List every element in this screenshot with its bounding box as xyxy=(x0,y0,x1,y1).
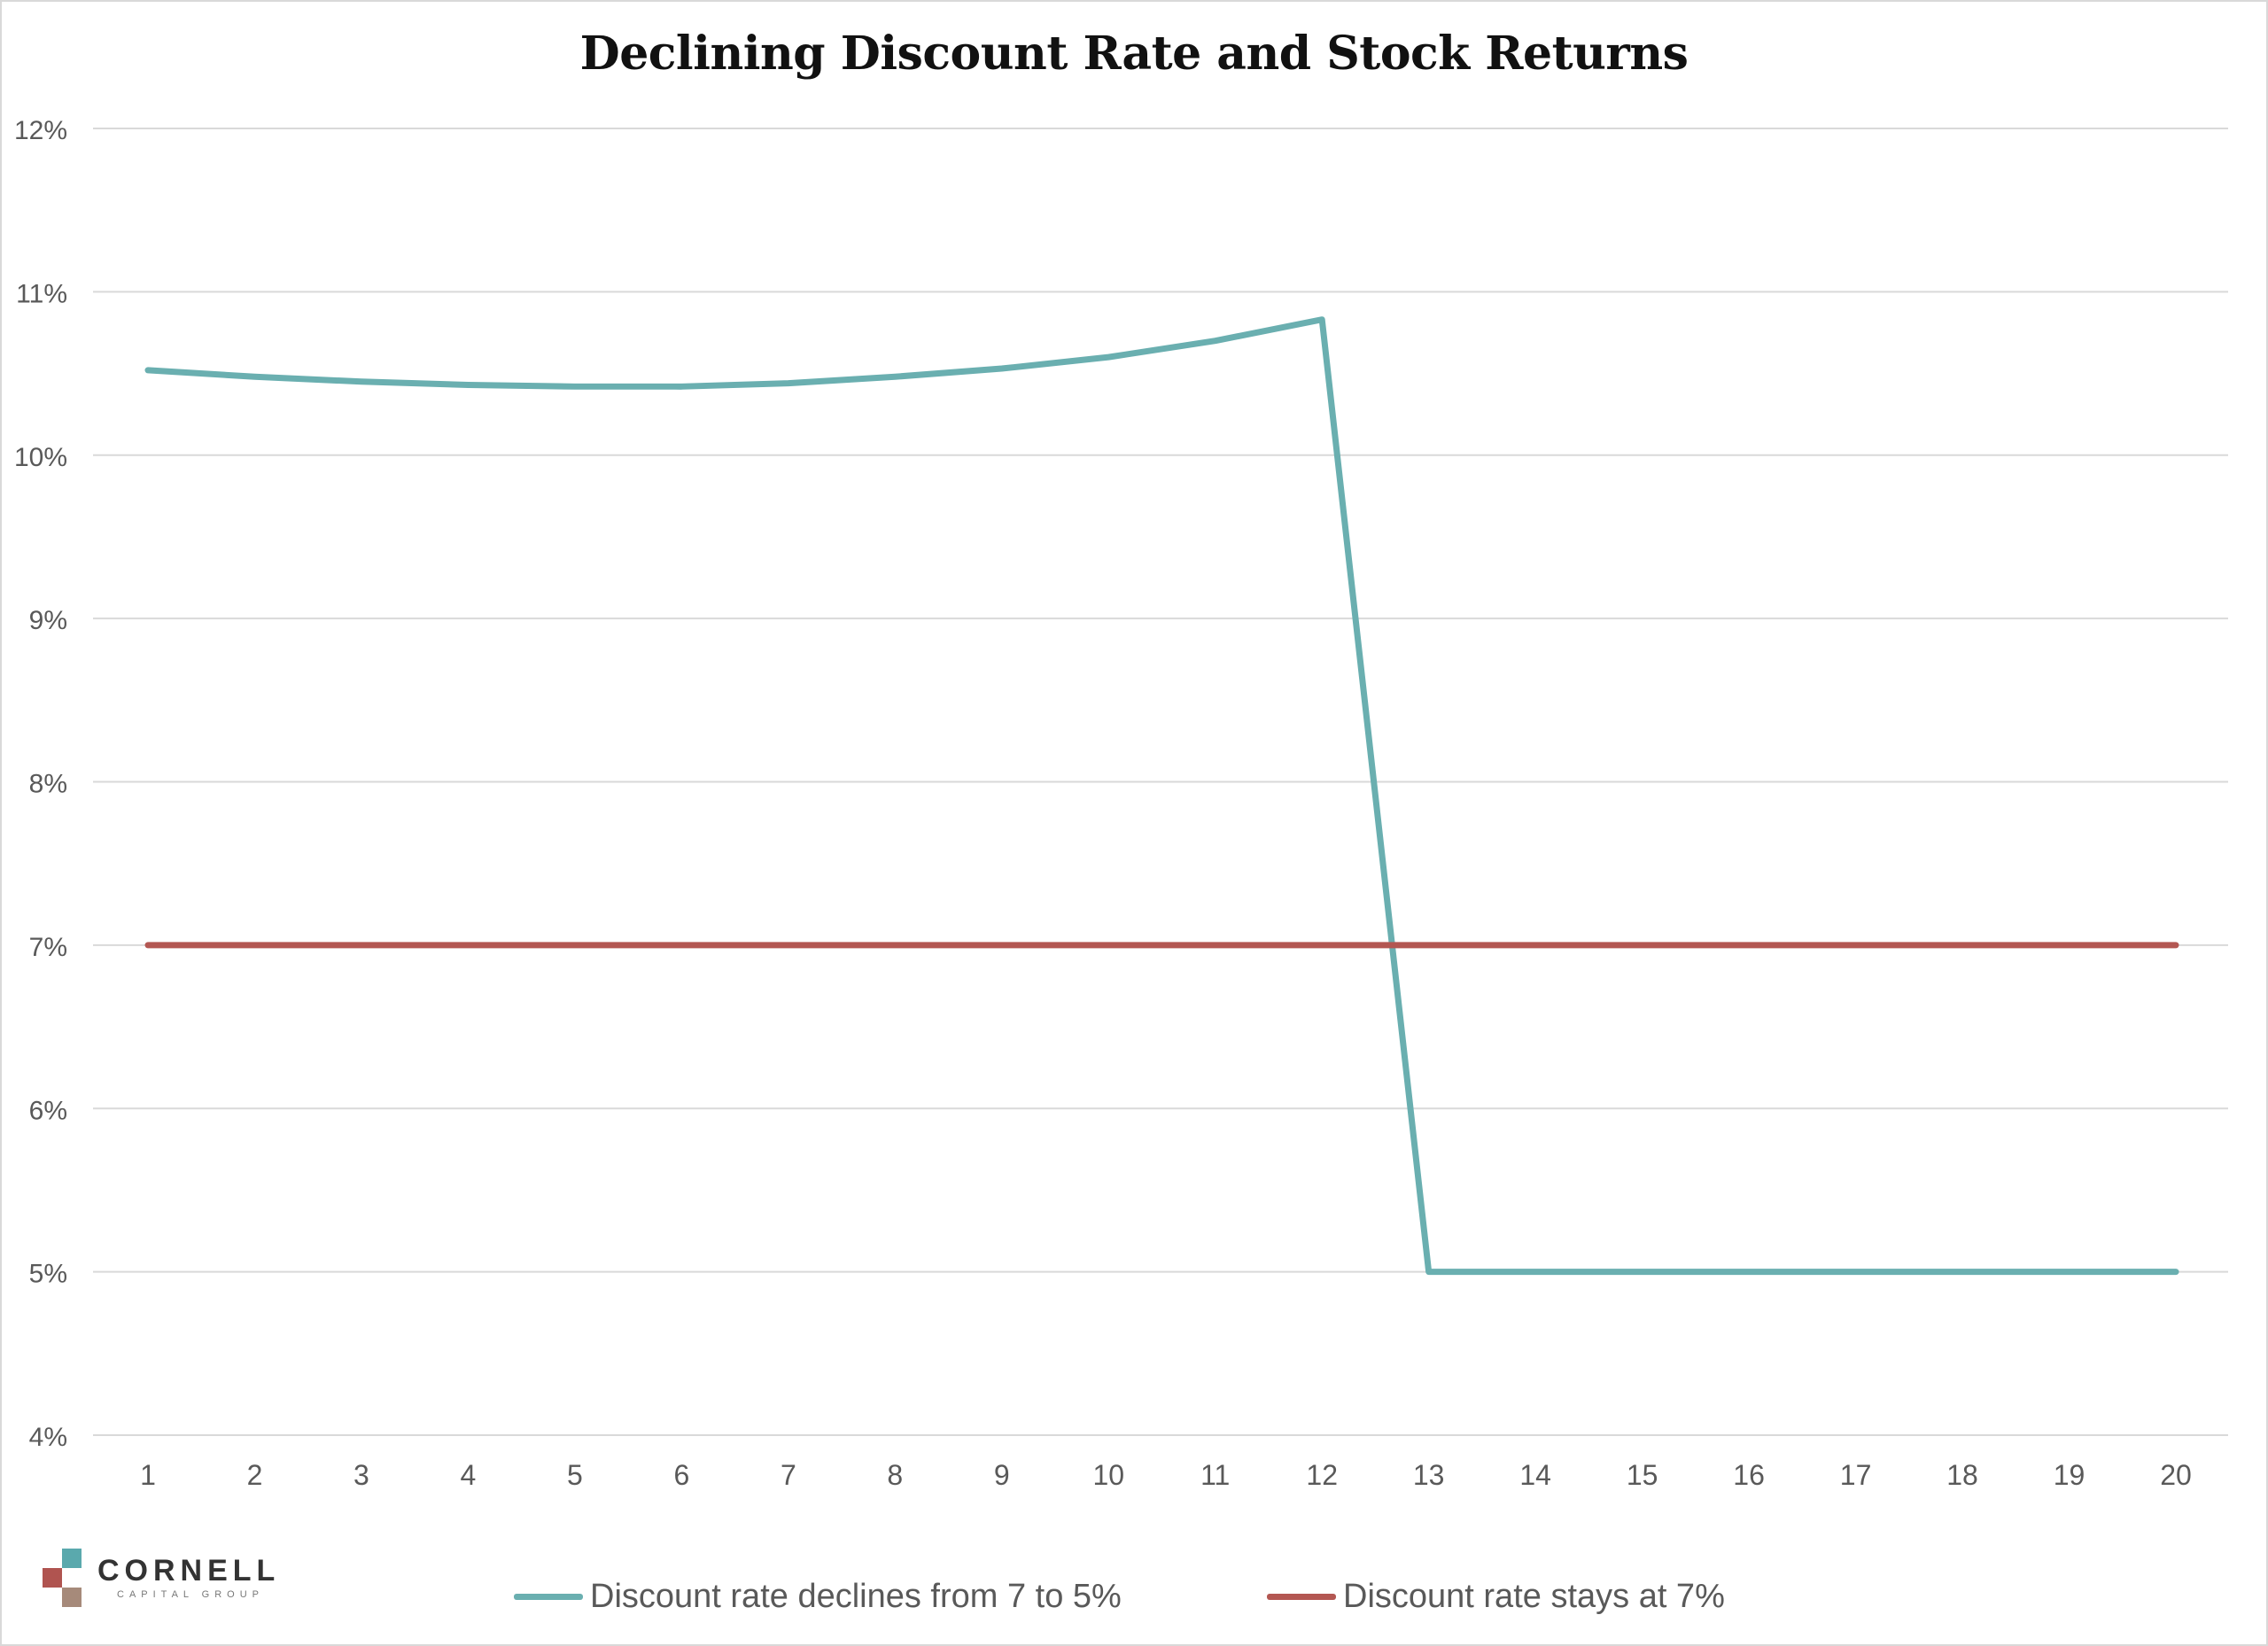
company-logo: CORNELL CAPITAL GROUP xyxy=(43,1549,308,1611)
logo-square-red xyxy=(43,1568,62,1588)
x-tick-label: 8 xyxy=(887,1459,903,1491)
y-tick-label: 6% xyxy=(29,1096,67,1125)
x-tick-label: 11 xyxy=(1200,1459,1230,1491)
x-tick-label: 20 xyxy=(2160,1459,2192,1491)
x-tick-label: 18 xyxy=(1946,1459,1978,1491)
y-tick-label: 9% xyxy=(29,606,67,635)
legend-label-declines: Discount rate declines from 7 to 5% xyxy=(590,1577,1122,1615)
x-tick-label: 5 xyxy=(567,1459,583,1491)
legend-label-stays: Discount rate stays at 7% xyxy=(1343,1577,1725,1615)
x-tick-label: 3 xyxy=(353,1459,369,1491)
x-tick-label: 14 xyxy=(1519,1459,1551,1491)
x-tick-label: 17 xyxy=(1840,1459,1872,1491)
grid-lines xyxy=(93,128,2228,1436)
chart-title: Declining Discount Rate and Stock Return… xyxy=(579,27,1689,81)
legend-item-stays: Discount rate stays at 7% xyxy=(1267,1570,1725,1623)
y-tick-label: 7% xyxy=(29,933,67,962)
y-tick-label: 11% xyxy=(16,279,67,308)
x-tick-label: 19 xyxy=(2054,1459,2085,1491)
x-tick-label: 4 xyxy=(461,1459,477,1491)
logo-square-taupe xyxy=(62,1588,82,1607)
series-line-declines xyxy=(144,316,2179,1276)
x-tick-label: 13 xyxy=(1413,1459,1445,1491)
x-tick-label: 7 xyxy=(781,1459,796,1491)
y-axis-ticks: 4% 5% 6% 7% 8% 9% 10% 11% 12% xyxy=(14,116,67,1452)
legend-swatch-stays xyxy=(1267,1593,1336,1600)
y-tick-label: 8% xyxy=(29,770,67,799)
x-tick-label: 6 xyxy=(673,1459,689,1491)
y-tick-label: 10% xyxy=(14,443,67,472)
logo-subtitle: CAPITAL GROUP xyxy=(117,1589,265,1600)
logo-wordmark: CORNELL xyxy=(97,1554,281,1588)
y-tick-label: 4% xyxy=(29,1423,67,1452)
x-tick-label: 9 xyxy=(994,1459,1010,1491)
x-tick-label: 12 xyxy=(1306,1459,1338,1491)
series-lines xyxy=(144,316,2179,1276)
legend-swatch-declines xyxy=(514,1593,583,1600)
legend-item-declines: Discount rate declines from 7 to 5% xyxy=(514,1570,1122,1623)
logo-square-teal xyxy=(62,1549,82,1568)
y-tick-label: 12% xyxy=(14,116,67,145)
x-tick-label: 10 xyxy=(1092,1459,1124,1491)
legend: Discount rate declines from 7 to 5% Disc… xyxy=(514,1570,1843,1623)
x-tick-label: 16 xyxy=(1733,1459,1765,1491)
x-tick-label: 15 xyxy=(1627,1459,1658,1491)
y-tick-label: 5% xyxy=(29,1260,67,1289)
x-axis-ticks: 1 2 3 4 5 6 7 8 9 10 11 12 13 14 15 16 17 18 19 20 xyxy=(140,1459,2192,1491)
x-tick-label: 2 xyxy=(247,1459,263,1491)
x-tick-label: 1 xyxy=(140,1459,156,1491)
